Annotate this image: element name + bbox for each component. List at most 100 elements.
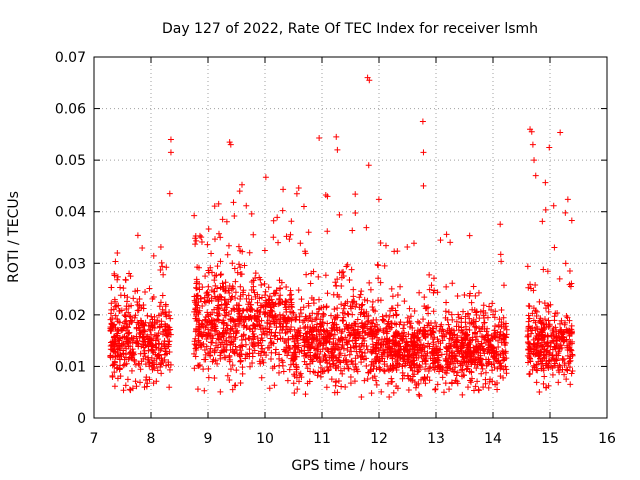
data-point	[489, 345, 496, 352]
data-point	[370, 306, 377, 313]
data-point	[254, 335, 261, 342]
data-point	[317, 359, 324, 366]
data-point	[423, 305, 430, 312]
data-point	[149, 342, 156, 349]
data-point	[236, 321, 243, 328]
data-point	[239, 343, 246, 350]
data-point	[341, 365, 348, 372]
data-point	[320, 335, 327, 342]
data-point	[211, 277, 218, 284]
data-point	[497, 251, 504, 258]
data-point	[226, 358, 233, 365]
data-point	[145, 356, 152, 363]
data-point	[485, 338, 492, 345]
data-point	[490, 354, 497, 361]
data-point	[313, 338, 320, 345]
data-point	[260, 359, 267, 366]
data-point	[544, 268, 551, 275]
data-point	[166, 324, 173, 331]
data-point	[461, 359, 468, 366]
data-point	[195, 363, 202, 370]
data-point	[195, 337, 202, 344]
data-point	[452, 377, 459, 384]
data-point	[367, 286, 374, 293]
data-point	[365, 369, 372, 376]
x-tick-label: 14	[484, 431, 502, 447]
data-point	[346, 322, 353, 329]
data-point	[386, 313, 393, 320]
data-point	[365, 162, 372, 169]
data-point	[232, 294, 239, 301]
data-point	[306, 312, 313, 319]
data-point	[276, 351, 283, 358]
data-point	[301, 325, 308, 332]
data-point	[166, 190, 173, 197]
data-point	[474, 378, 481, 385]
data-point	[150, 252, 157, 259]
data-point	[404, 342, 411, 349]
data-point	[307, 280, 314, 287]
data-point	[128, 302, 135, 309]
data-point	[474, 343, 481, 350]
data-point	[559, 357, 566, 364]
data-point	[468, 368, 475, 375]
data-point	[444, 345, 451, 352]
data-point	[425, 340, 432, 347]
data-point	[249, 322, 256, 329]
data-point	[250, 231, 257, 238]
x-tick-label: 16	[598, 431, 616, 447]
data-point	[147, 327, 154, 334]
data-point	[114, 249, 121, 256]
data-point	[427, 363, 434, 370]
data-point	[373, 377, 380, 384]
data-point	[540, 266, 547, 273]
data-point	[557, 320, 564, 327]
data-point	[234, 269, 241, 276]
data-point	[206, 349, 213, 356]
data-point	[317, 340, 324, 347]
data-point	[562, 260, 569, 267]
data-point	[495, 321, 502, 328]
data-point	[412, 384, 419, 391]
data-point	[479, 365, 486, 372]
data-point	[538, 365, 545, 372]
data-point	[379, 313, 386, 320]
y-tick-label: 0.04	[55, 205, 86, 221]
data-point	[323, 335, 330, 342]
data-point	[542, 384, 549, 391]
data-point	[195, 362, 202, 369]
data-point	[271, 333, 278, 340]
x-tick-label: 9	[204, 431, 213, 447]
data-point	[150, 349, 157, 356]
data-point	[462, 336, 469, 343]
data-point	[159, 292, 166, 299]
data-point	[286, 344, 293, 351]
data-point	[158, 370, 165, 377]
data-point	[120, 340, 127, 347]
data-point	[549, 364, 556, 371]
data-point	[386, 348, 393, 355]
data-point	[477, 328, 484, 335]
data-point	[263, 331, 270, 338]
data-point	[368, 319, 375, 326]
data-point	[267, 312, 274, 319]
data-point	[383, 312, 390, 319]
data-point	[394, 302, 401, 309]
data-point	[209, 358, 216, 365]
data-point	[480, 302, 487, 309]
data-point	[443, 351, 450, 358]
data-point	[320, 310, 327, 317]
data-point	[323, 384, 330, 391]
data-point	[291, 372, 298, 379]
data-point	[323, 327, 330, 334]
data-point	[503, 366, 510, 373]
data-point	[111, 369, 118, 376]
data-point	[126, 270, 133, 277]
data-point	[128, 367, 135, 374]
data-point	[301, 335, 308, 342]
data-point	[256, 295, 263, 302]
data-point	[415, 391, 422, 398]
data-point	[309, 318, 316, 325]
data-point	[231, 382, 238, 389]
x-tick-label: 15	[541, 431, 559, 447]
